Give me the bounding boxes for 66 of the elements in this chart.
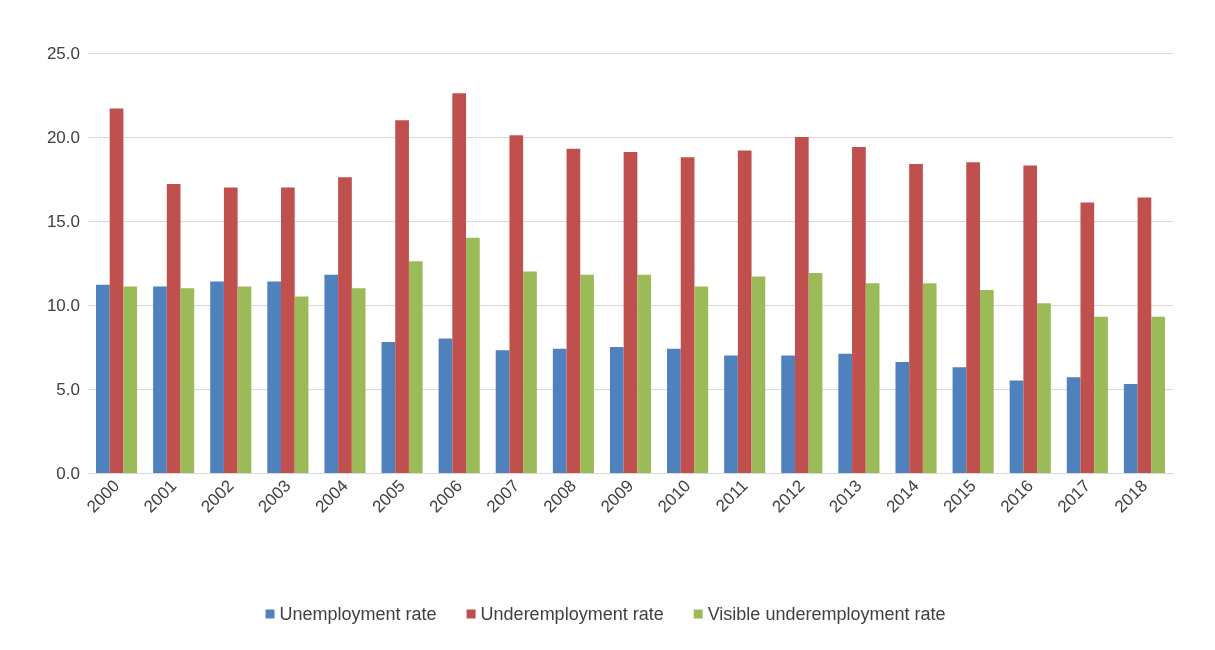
bar (166, 184, 181, 473)
bar (724, 355, 738, 473)
bar (667, 348, 681, 473)
bar (153, 286, 167, 473)
bar (381, 341, 396, 473)
legend-label: Unemployment rate (279, 604, 437, 624)
legend-label: Underemployment rate (480, 604, 664, 624)
bar (808, 273, 823, 473)
bar (952, 367, 967, 473)
bar (680, 157, 695, 473)
bar (566, 148, 581, 473)
bar (1137, 197, 1152, 473)
bar (123, 286, 138, 473)
bar (1094, 316, 1108, 473)
y-tick-label: 15.0 (46, 211, 80, 231)
bar (552, 348, 567, 473)
bar (509, 135, 524, 473)
bar (210, 281, 224, 473)
bar (267, 281, 282, 473)
legend-label: Visible underemployment rate (707, 604, 946, 624)
bar (1037, 303, 1051, 473)
bar (966, 162, 980, 473)
y-tick-label: 0.0 (56, 463, 80, 483)
bar (751, 276, 766, 473)
bar (737, 150, 752, 473)
bar (109, 108, 124, 473)
bar (237, 286, 252, 473)
bar (395, 120, 409, 473)
bar (1123, 383, 1138, 473)
bar (794, 137, 809, 473)
bar (781, 355, 795, 473)
y-tick-label: 5.0 (56, 379, 80, 399)
bar (324, 274, 339, 473)
bar (281, 187, 295, 473)
bar (909, 163, 923, 473)
bar (351, 288, 366, 473)
bar (1151, 316, 1166, 473)
bar (1080, 202, 1095, 473)
bar (523, 271, 537, 473)
bar (895, 362, 910, 473)
y-tick-label: 25.0 (46, 43, 80, 63)
bar (623, 152, 638, 473)
bar (580, 274, 594, 473)
bar (1009, 380, 1024, 473)
bar (1066, 377, 1081, 473)
bar (637, 274, 652, 473)
bar (838, 353, 853, 473)
bar (95, 284, 110, 473)
bar (408, 261, 423, 473)
bar (438, 338, 453, 473)
bar (922, 283, 937, 473)
bar (495, 350, 510, 473)
bar (694, 286, 709, 473)
bar (338, 177, 352, 473)
y-tick-label: 10.0 (46, 295, 80, 315)
bar (466, 237, 480, 473)
bar (452, 93, 467, 473)
bar (180, 288, 195, 473)
bar (609, 347, 624, 473)
y-tick-label: 20.0 (46, 127, 80, 147)
bar (223, 187, 238, 473)
bar (979, 289, 994, 473)
bar (294, 296, 309, 473)
bar (852, 147, 866, 473)
bar (1023, 165, 1038, 473)
bar (865, 283, 880, 473)
